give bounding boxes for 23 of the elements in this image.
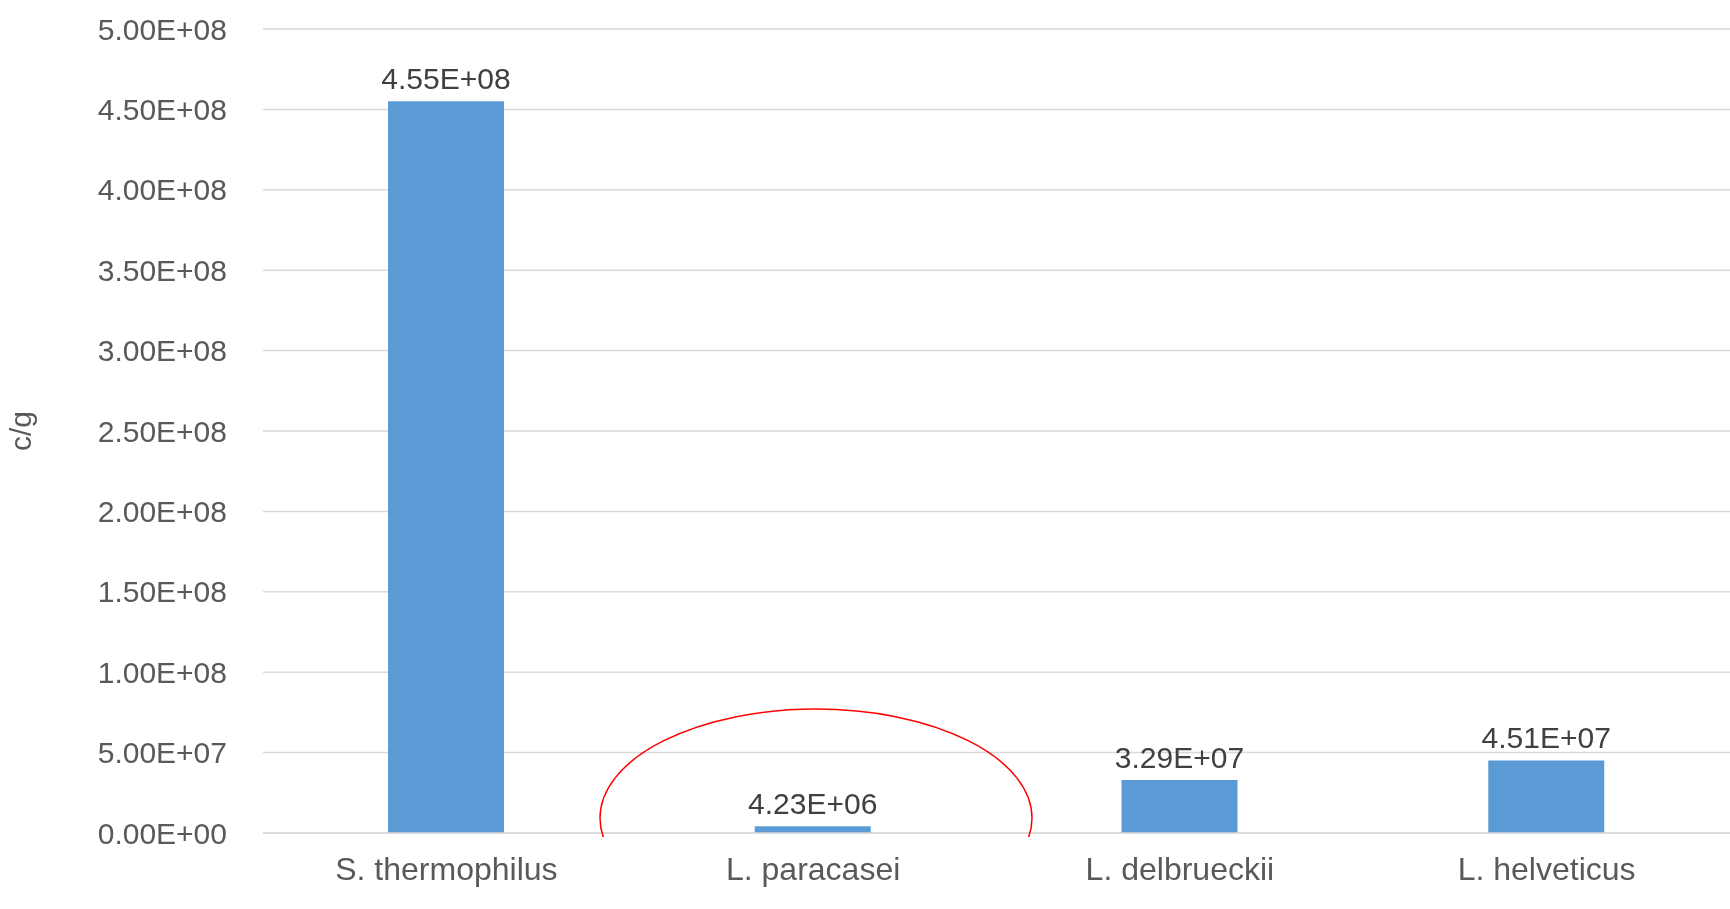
data-label: 4.23E+06	[748, 787, 878, 821]
bar	[1488, 760, 1605, 833]
data-label: 4.51E+07	[1481, 721, 1611, 755]
bar	[388, 101, 504, 833]
x-tick-label: S. thermophilus	[335, 850, 558, 887]
y-tick-label: 4.50E+08	[97, 93, 227, 127]
x-tick-label: L. helveticus	[1457, 850, 1636, 887]
data-label: 3.29E+07	[1114, 741, 1245, 775]
y-tick-label: 0.00E+00	[97, 816, 227, 850]
y-tick-label: 2.00E+08	[97, 495, 227, 529]
y-tick-label: 1.00E+08	[97, 655, 227, 689]
y-axis-title: c/g	[3, 410, 37, 452]
y-tick-label: 2.50E+08	[97, 414, 227, 448]
y-tick-label: 4.00E+08	[97, 173, 227, 207]
y-tick-label: 1.50E+08	[97, 575, 227, 609]
x-tick-label: L. paracasei	[725, 850, 901, 887]
y-tick-label: 3.50E+08	[97, 253, 227, 287]
y-tick-label: 5.00E+08	[97, 12, 227, 46]
x-tick-label: L. delbrueckii	[1085, 850, 1275, 887]
y-tick-label: 5.00E+07	[97, 736, 227, 770]
data-label: 4.55E+08	[381, 62, 511, 96]
bar	[1121, 780, 1238, 833]
y-tick-label: 3.00E+08	[97, 334, 227, 368]
